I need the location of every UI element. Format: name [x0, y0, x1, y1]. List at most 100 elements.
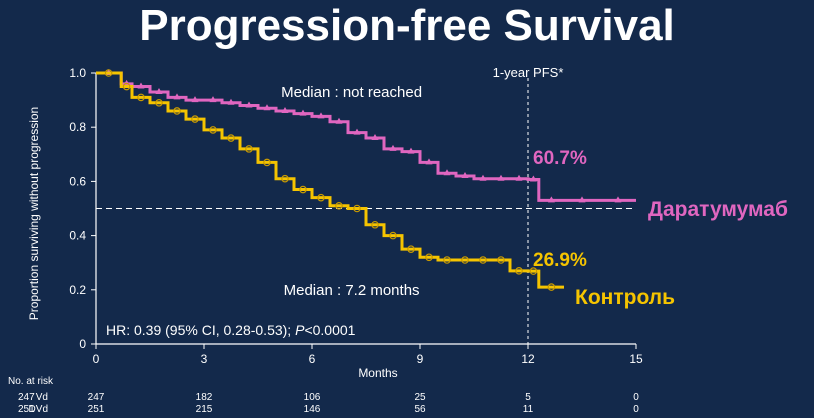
risk-value: 182	[196, 392, 213, 403]
risk-value: 247	[88, 392, 105, 403]
risk-value: 5	[525, 392, 531, 403]
censor-mark	[515, 267, 523, 275]
censor-mark	[425, 253, 433, 262]
risk-value: 56	[414, 404, 426, 415]
axes: 0 3 6 9 12 15 0 0.2 0.4 0.6 0.8 1.0 Months Proportion…	[27, 66, 643, 380]
landmark-value-control: 26.9%	[533, 250, 587, 271]
censor-mark	[245, 101, 253, 108]
series-name-daratumumab: Даратумумаб	[648, 198, 788, 221]
median-annotation: Median : 7.2 months	[284, 282, 420, 299]
censor-mark	[443, 256, 451, 264]
censor-mark	[227, 134, 235, 142]
censor-mark	[497, 174, 505, 181]
censor-mark	[371, 220, 379, 229]
censor-mark	[479, 174, 487, 181]
series-group	[96, 69, 636, 291]
censor-mark	[155, 99, 163, 107]
y-tick-label: 0.8	[69, 120, 86, 134]
censor-mark	[104, 69, 113, 77]
p-value: <0.0001	[304, 322, 355, 338]
censor-mark	[407, 245, 415, 253]
landmark-label: 1-year PFS*	[493, 65, 564, 80]
censor-mark	[245, 145, 253, 153]
risk-table-title: No. at risk	[8, 376, 54, 387]
censor-mark	[137, 93, 145, 102]
censor-mark	[263, 158, 271, 167]
y-axis-label: Proportion surviving without progression	[27, 107, 41, 320]
risk-first-value: 247	[18, 392, 35, 403]
risk-value: 0	[633, 392, 639, 403]
censor-mark	[547, 196, 555, 203]
censor-mark	[547, 283, 556, 291]
censor-mark	[209, 126, 217, 134]
censor-mark	[155, 87, 163, 94]
median-annotation: Median : not reached	[281, 84, 422, 101]
censor-mark	[353, 128, 361, 135]
censor-mark	[479, 256, 487, 264]
censor-mark	[353, 204, 361, 213]
censor-mark	[191, 115, 199, 123]
p-label: P	[295, 322, 305, 338]
y-tick-label: 0	[79, 337, 86, 351]
risk-value: 215	[196, 404, 213, 415]
censor-mark	[407, 147, 415, 154]
censor-mark	[529, 267, 538, 275]
censor-mark	[209, 96, 217, 103]
risk-first-value: 251	[18, 404, 35, 415]
x-tick-label: 9	[417, 352, 424, 366]
risk-value: 0	[633, 404, 639, 415]
y-tick-label: 1.0	[69, 66, 86, 80]
x-tick-label: 6	[309, 352, 316, 366]
censor-mark	[335, 117, 343, 124]
censor-mark	[263, 104, 271, 111]
censor-mark	[578, 196, 586, 203]
y-tick-label: 0.4	[69, 229, 86, 243]
x-tick-label: 12	[521, 352, 535, 366]
risk-row-label: Vd	[36, 392, 48, 403]
censor-mark	[299, 185, 307, 194]
risk-value: 25	[414, 392, 426, 403]
risk-value: 106	[304, 392, 321, 403]
censor-mark	[122, 82, 131, 91]
censor-mark	[317, 112, 325, 119]
risk-value: 251	[88, 404, 105, 415]
risk-value: 146	[304, 404, 321, 415]
y-tick-label: 0.2	[69, 283, 86, 297]
censor-mark	[461, 256, 469, 264]
x-tick-label: 3	[201, 352, 208, 366]
risk-row-label: DVd	[29, 404, 48, 415]
series-line-control	[96, 71, 564, 289]
censor-mark	[443, 169, 451, 176]
censor-mark	[389, 231, 397, 240]
landmark-value-daratumumab: 60.7%	[533, 148, 587, 169]
censor-mark	[529, 175, 537, 182]
censor-mark	[389, 144, 397, 151]
censor-mark	[191, 96, 199, 103]
censor-mark	[317, 193, 325, 202]
censor-mark	[371, 134, 379, 141]
censor-mark	[137, 82, 145, 89]
censor-mark	[461, 171, 469, 178]
series-line-daratumumab	[96, 71, 636, 202]
censor-mark	[281, 106, 289, 113]
labels-group: 1-year PFS* 60.7% 26.9% Даратумумаб Контроль…	[106, 65, 788, 338]
censor-mark	[614, 196, 622, 203]
censor-mark	[173, 107, 181, 115]
censor-mark	[227, 98, 235, 105]
series-name-control: Контроль	[575, 286, 675, 309]
x-axis-label: Months	[358, 366, 397, 380]
censor-mark	[425, 158, 433, 165]
censor-mark	[335, 201, 343, 210]
x-tick-label: 0	[93, 352, 100, 366]
y-tick-label: 0.6	[69, 174, 86, 188]
page-title: Progression-free Survival	[139, 1, 675, 50]
censor-mark	[299, 109, 307, 116]
risk-value: 11	[523, 404, 534, 415]
censor-mark	[497, 256, 505, 264]
hr-main: HR: 0.39 (95% CI, 0.28-0.53);	[106, 322, 295, 338]
censor-mark	[281, 174, 289, 183]
censor-mark	[515, 174, 523, 181]
censor-mark	[173, 93, 181, 100]
